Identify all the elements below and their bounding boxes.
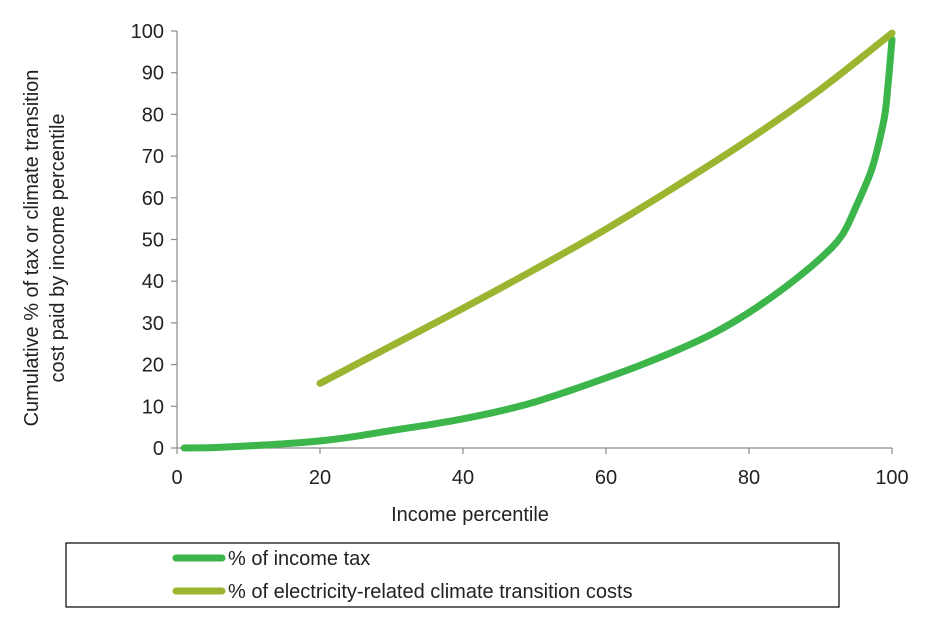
x-tick-label: 20: [309, 467, 331, 489]
x-axis-title: Income percentile: [391, 504, 549, 526]
y-axis-title-line: Cumulative % of tax or climate transitio…: [21, 70, 43, 427]
y-tick-label: 50: [142, 230, 164, 252]
legend: % of income tax % of electricity-related …: [65, 542, 840, 608]
x-tick-label: 60: [595, 467, 617, 489]
climate-costs-line: [316, 29, 896, 387]
y-tick-label: 60: [142, 188, 164, 210]
y-tick-label: 80: [142, 104, 164, 126]
y-tick-label: 90: [142, 63, 164, 85]
y-axis-title: Cumulative % of tax or climate transitio…: [21, 70, 69, 427]
legend-label: % of electricity-related climate transit…: [228, 581, 633, 603]
series-lines: [180, 29, 896, 452]
y-tick-label: 30: [142, 313, 164, 335]
legend-box: [65, 542, 840, 608]
y-tick-label: 10: [142, 396, 164, 418]
y-axis-title-line: cost paid by income percentile: [47, 113, 69, 382]
x-tick-label: 0: [171, 467, 182, 489]
legend-label: % of income tax: [228, 548, 370, 570]
x-tick-label: 80: [738, 467, 760, 489]
axes: [176, 31, 892, 449]
income-tax-line: [180, 35, 896, 452]
y-tick-label: 20: [142, 355, 164, 377]
y-tick-label: 0: [153, 438, 164, 460]
y-tick-label: 100: [131, 21, 164, 43]
tick-labels: 0 10 20 30 40 50 60 70 80 90 100 0 20 40 60 80 100: [131, 21, 909, 489]
x-tick-label: 100: [875, 467, 908, 489]
y-tick-label: 70: [142, 146, 164, 168]
x-tick-label: 40: [452, 467, 474, 489]
y-tick-label: 40: [142, 271, 164, 293]
